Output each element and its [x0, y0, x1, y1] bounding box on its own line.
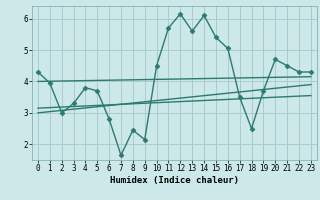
X-axis label: Humidex (Indice chaleur): Humidex (Indice chaleur) [110, 176, 239, 185]
